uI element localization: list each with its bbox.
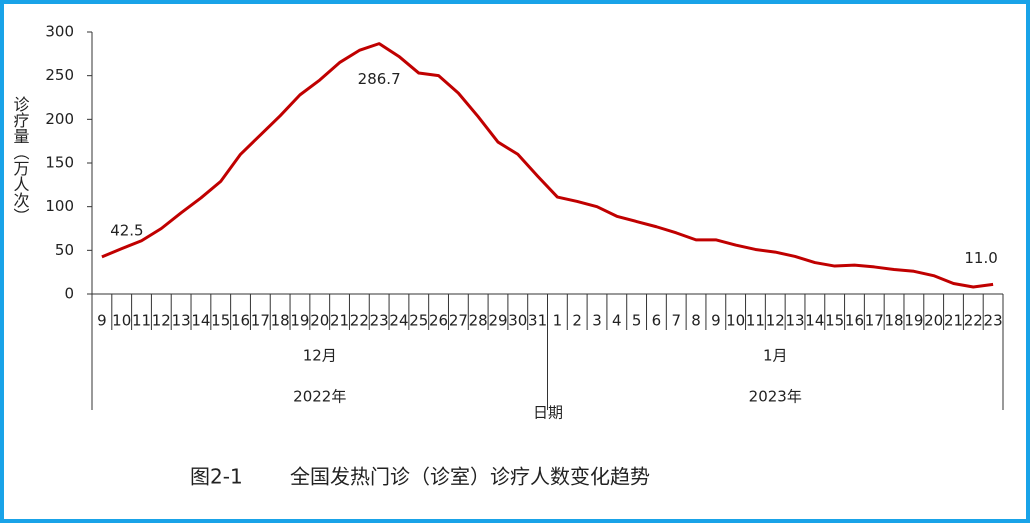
x-tick-label: 20	[924, 312, 943, 330]
data-label: 42.5	[110, 221, 143, 239]
x-tick-label: 21	[944, 312, 963, 330]
y-tick-label: 150	[45, 154, 74, 172]
x-tick-label: 12	[766, 312, 785, 330]
x-tick-label: 28	[469, 312, 488, 330]
x-tick-label: 11	[746, 312, 765, 330]
x-tick-label: 19	[904, 312, 923, 330]
x-tick-label: 18	[885, 312, 904, 330]
year-label: 2023年	[749, 388, 802, 406]
x-tick-label: 9	[711, 312, 721, 330]
x-tick-label: 16	[845, 312, 864, 330]
x-tick-label: 14	[191, 312, 210, 330]
y-tick-label: 200	[45, 110, 74, 128]
x-axis-label: 日期	[533, 404, 563, 422]
x-tick-label: 14	[805, 312, 824, 330]
data-label: 11.0	[964, 249, 997, 267]
x-tick-label: 11	[132, 312, 151, 330]
figure-number: 图2-1	[190, 465, 243, 489]
x-tick-label: 23	[370, 312, 389, 330]
x-tick-label: 25	[409, 312, 428, 330]
y-axis-label: 诊疗量（万人次）	[11, 96, 30, 224]
x-tick-label: 26	[429, 312, 448, 330]
x-tick-label: 22	[964, 312, 983, 330]
y-tick-label: 50	[55, 241, 74, 259]
data-label: 286.7	[358, 70, 401, 88]
x-tick-label: 17	[865, 312, 884, 330]
y-tick-label: 0	[64, 285, 74, 303]
x-tick-label: 7	[671, 312, 681, 330]
y-tick-label: 100	[45, 197, 74, 215]
x-tick-label: 9	[97, 312, 107, 330]
x-tick-label: 21	[330, 312, 349, 330]
x-tick-label: 6	[652, 312, 662, 330]
x-tick-label: 22	[350, 312, 369, 330]
x-tick-label: 29	[488, 312, 507, 330]
x-tick-label: 20	[310, 312, 329, 330]
year-label: 2022年	[293, 388, 346, 406]
x-tick-label: 18	[271, 312, 290, 330]
series-line	[101, 42, 994, 289]
x-tick-label: 27	[449, 312, 468, 330]
caption-title: 全国发热门诊（诊室）诊疗人数变化趋势	[290, 465, 650, 489]
x-tick-label: 17	[251, 312, 270, 330]
x-tick-label: 16	[231, 312, 250, 330]
x-tick-label: 4	[612, 312, 622, 330]
x-tick-label: 30	[508, 312, 527, 330]
x-tick-label: 15	[825, 312, 844, 330]
y-tick-label: 300	[45, 23, 74, 41]
x-tick-label: 10	[112, 312, 131, 330]
x-tick-label: 5	[632, 312, 642, 330]
x-tick-label: 24	[389, 312, 408, 330]
x-tick-label: 10	[726, 312, 745, 330]
x-tick-label: 13	[172, 312, 191, 330]
x-tick-label: 15	[211, 312, 230, 330]
month-label: 1月	[763, 347, 788, 365]
y-tick-label: 250	[45, 66, 74, 84]
x-tick-label: 13	[786, 312, 805, 330]
x-tick-label: 1	[553, 312, 563, 330]
x-tick-label: 3	[592, 312, 602, 330]
x-tick-label: 19	[290, 312, 309, 330]
month-label: 12月	[303, 347, 337, 365]
x-tick-label: 2	[572, 312, 582, 330]
x-tick-label: 12	[152, 312, 171, 330]
x-tick-label: 8	[691, 312, 701, 330]
x-tick-label: 23	[984, 312, 1003, 330]
x-tick-label: 31	[528, 312, 547, 330]
